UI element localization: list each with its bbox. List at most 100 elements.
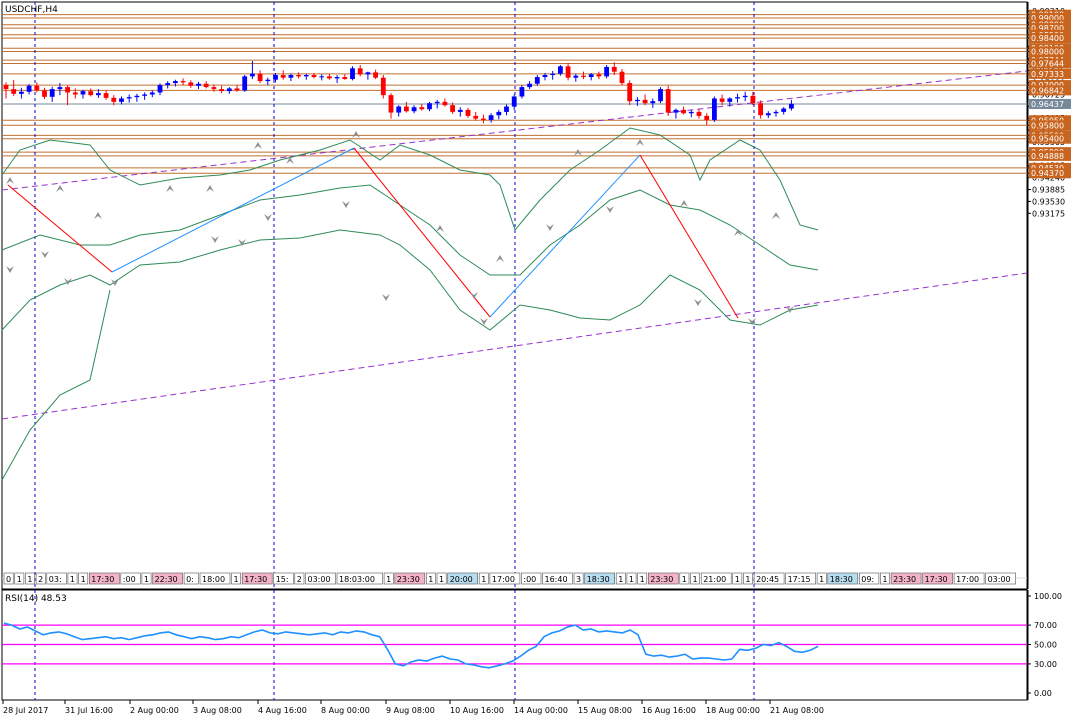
time-badge-box bbox=[436, 572, 447, 585]
time-badge: 1 bbox=[383, 572, 394, 585]
candle-body bbox=[188, 82, 194, 86]
candle bbox=[26, 84, 32, 95]
price-level-tag: 0.95800 bbox=[1029, 120, 1071, 131]
time-badge: 2 bbox=[294, 572, 305, 585]
candle bbox=[650, 98, 656, 108]
time-badge-box bbox=[542, 572, 573, 585]
time-axis: 28 Jul 2017 31 Jul 16:00 2 Aug 00:00 3 Aug … bbox=[2, 700, 824, 715]
time-badge-box bbox=[447, 572, 479, 585]
price-level-tag-box bbox=[1029, 23, 1071, 34]
time-badge-label: 1 bbox=[27, 575, 32, 584]
fractal-down-icon bbox=[64, 278, 72, 285]
time-badge-box bbox=[827, 572, 859, 585]
candle-body bbox=[658, 89, 663, 102]
price-level-tag-box bbox=[1029, 85, 1071, 96]
time-badge-label: :00 bbox=[123, 575, 136, 584]
candle bbox=[604, 64, 609, 79]
time-badge-label: 1 bbox=[81, 575, 86, 584]
time-badge: 1 bbox=[626, 572, 637, 585]
time-badge-box bbox=[336, 572, 383, 585]
candle-body bbox=[719, 98, 725, 102]
price-level-tag-box bbox=[1029, 150, 1071, 161]
candle-body bbox=[288, 75, 294, 78]
candle-body bbox=[11, 89, 17, 94]
candle bbox=[180, 78, 186, 86]
candle bbox=[642, 94, 648, 106]
time-badge: 1 bbox=[67, 572, 78, 585]
time-badge-box bbox=[890, 572, 922, 585]
fractal-down-icon bbox=[6, 266, 14, 273]
time-badge-box bbox=[732, 572, 743, 585]
time-tick-label: 8 Aug 00:00 bbox=[321, 706, 370, 715]
time-badge-box bbox=[383, 572, 394, 585]
fractal-down-icon bbox=[480, 318, 488, 325]
fractal-up-icon bbox=[436, 225, 444, 232]
zigzag-segment bbox=[7, 184, 113, 273]
candle-body bbox=[650, 101, 656, 104]
candle-body bbox=[57, 87, 63, 90]
price-level-tag-label: 0.95400 bbox=[1031, 135, 1064, 144]
candle-body bbox=[142, 94, 147, 96]
time-badge-box bbox=[953, 572, 985, 585]
time-badge-label: 23:30 bbox=[893, 575, 916, 584]
candle bbox=[196, 81, 201, 90]
candlesticks bbox=[3, 60, 794, 126]
candle-body bbox=[419, 107, 425, 110]
candle bbox=[49, 86, 55, 102]
time-badge-box bbox=[231, 572, 241, 585]
candle-body bbox=[173, 81, 178, 84]
horizontal-levels bbox=[2, 14, 1028, 174]
candle bbox=[96, 89, 101, 98]
candle bbox=[658, 87, 663, 104]
time-badge-box bbox=[700, 572, 732, 585]
candle bbox=[365, 71, 371, 80]
price-level-tag-label: 0.98700 bbox=[1031, 24, 1064, 33]
zigzag-segment bbox=[353, 147, 491, 318]
fractal-down-icon bbox=[382, 294, 390, 301]
candle-body bbox=[627, 83, 633, 102]
candle bbox=[357, 64, 363, 77]
candle bbox=[789, 99, 794, 111]
time-badge: 23:30 bbox=[647, 572, 679, 585]
candle bbox=[673, 108, 679, 119]
time-badge: 17:30 bbox=[89, 572, 120, 585]
time-badge-label: 1 bbox=[819, 575, 824, 584]
time-badge-label: 1 bbox=[70, 575, 75, 584]
time-badge: 1 bbox=[690, 572, 700, 585]
time-badge: 1 bbox=[679, 572, 690, 585]
price-level-tag: 0.94888 bbox=[1029, 150, 1071, 161]
time-badge: 1 bbox=[743, 572, 753, 585]
candle bbox=[373, 69, 378, 80]
candle bbox=[442, 98, 448, 107]
candle-body bbox=[596, 74, 602, 77]
candle bbox=[457, 107, 463, 117]
current-price-tag-label: 0.96437 bbox=[1031, 100, 1064, 109]
fractal-up-icon bbox=[636, 139, 644, 146]
time-badge: 23:30 bbox=[890, 572, 922, 585]
candle-body bbox=[357, 68, 363, 75]
time-badge-box bbox=[425, 572, 436, 585]
rsi-tick-label: 70.00 bbox=[1034, 621, 1057, 630]
fractal-down-icon bbox=[694, 299, 702, 306]
time-badge-box bbox=[637, 572, 648, 585]
candle bbox=[72, 88, 78, 99]
candle-body bbox=[673, 109, 679, 113]
fractal-markers bbox=[6, 131, 794, 325]
time-badge-box bbox=[690, 572, 700, 585]
time-badge-label: 23:30 bbox=[397, 575, 420, 584]
time-tick-label: 21 Aug 08:00 bbox=[770, 706, 824, 715]
candle bbox=[573, 73, 579, 82]
candle bbox=[234, 85, 240, 92]
time-badge-label: 0 bbox=[6, 575, 11, 584]
candle-body bbox=[49, 89, 55, 97]
candle bbox=[619, 68, 625, 86]
channel-upper-line bbox=[1, 70, 1028, 191]
time-badge-label: 17:30 bbox=[91, 575, 114, 584]
time-badge: 20:00 bbox=[447, 572, 479, 585]
candle bbox=[211, 84, 217, 92]
time-badge-box bbox=[35, 572, 46, 585]
fractal-up-icon bbox=[496, 255, 504, 262]
time-badge-box bbox=[141, 572, 152, 585]
candle bbox=[250, 60, 255, 80]
